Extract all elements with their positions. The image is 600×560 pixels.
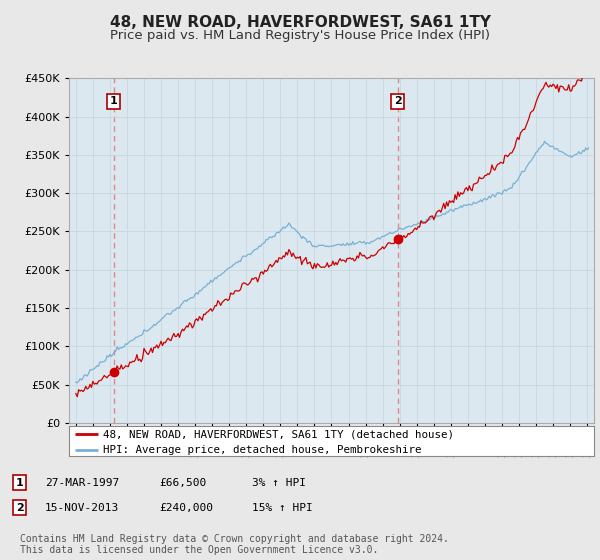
Text: 2: 2 xyxy=(394,96,401,106)
Text: £66,500: £66,500 xyxy=(159,478,206,488)
Text: 1: 1 xyxy=(110,96,118,106)
Text: Contains HM Land Registry data © Crown copyright and database right 2024.
This d: Contains HM Land Registry data © Crown c… xyxy=(20,534,449,555)
Text: 27-MAR-1997: 27-MAR-1997 xyxy=(45,478,119,488)
Text: 2: 2 xyxy=(16,503,23,513)
Text: 15-NOV-2013: 15-NOV-2013 xyxy=(45,503,119,513)
Text: 48, NEW ROAD, HAVERFORDWEST, SA61 1TY (detached house): 48, NEW ROAD, HAVERFORDWEST, SA61 1TY (d… xyxy=(103,429,454,439)
Text: 15% ↑ HPI: 15% ↑ HPI xyxy=(252,503,313,513)
Text: 48, NEW ROAD, HAVERFORDWEST, SA61 1TY: 48, NEW ROAD, HAVERFORDWEST, SA61 1TY xyxy=(110,16,491,30)
Text: Price paid vs. HM Land Registry's House Price Index (HPI): Price paid vs. HM Land Registry's House … xyxy=(110,29,490,42)
Text: 3% ↑ HPI: 3% ↑ HPI xyxy=(252,478,306,488)
Text: £240,000: £240,000 xyxy=(159,503,213,513)
Text: HPI: Average price, detached house, Pembrokeshire: HPI: Average price, detached house, Pemb… xyxy=(103,445,422,455)
Text: 1: 1 xyxy=(16,478,23,488)
